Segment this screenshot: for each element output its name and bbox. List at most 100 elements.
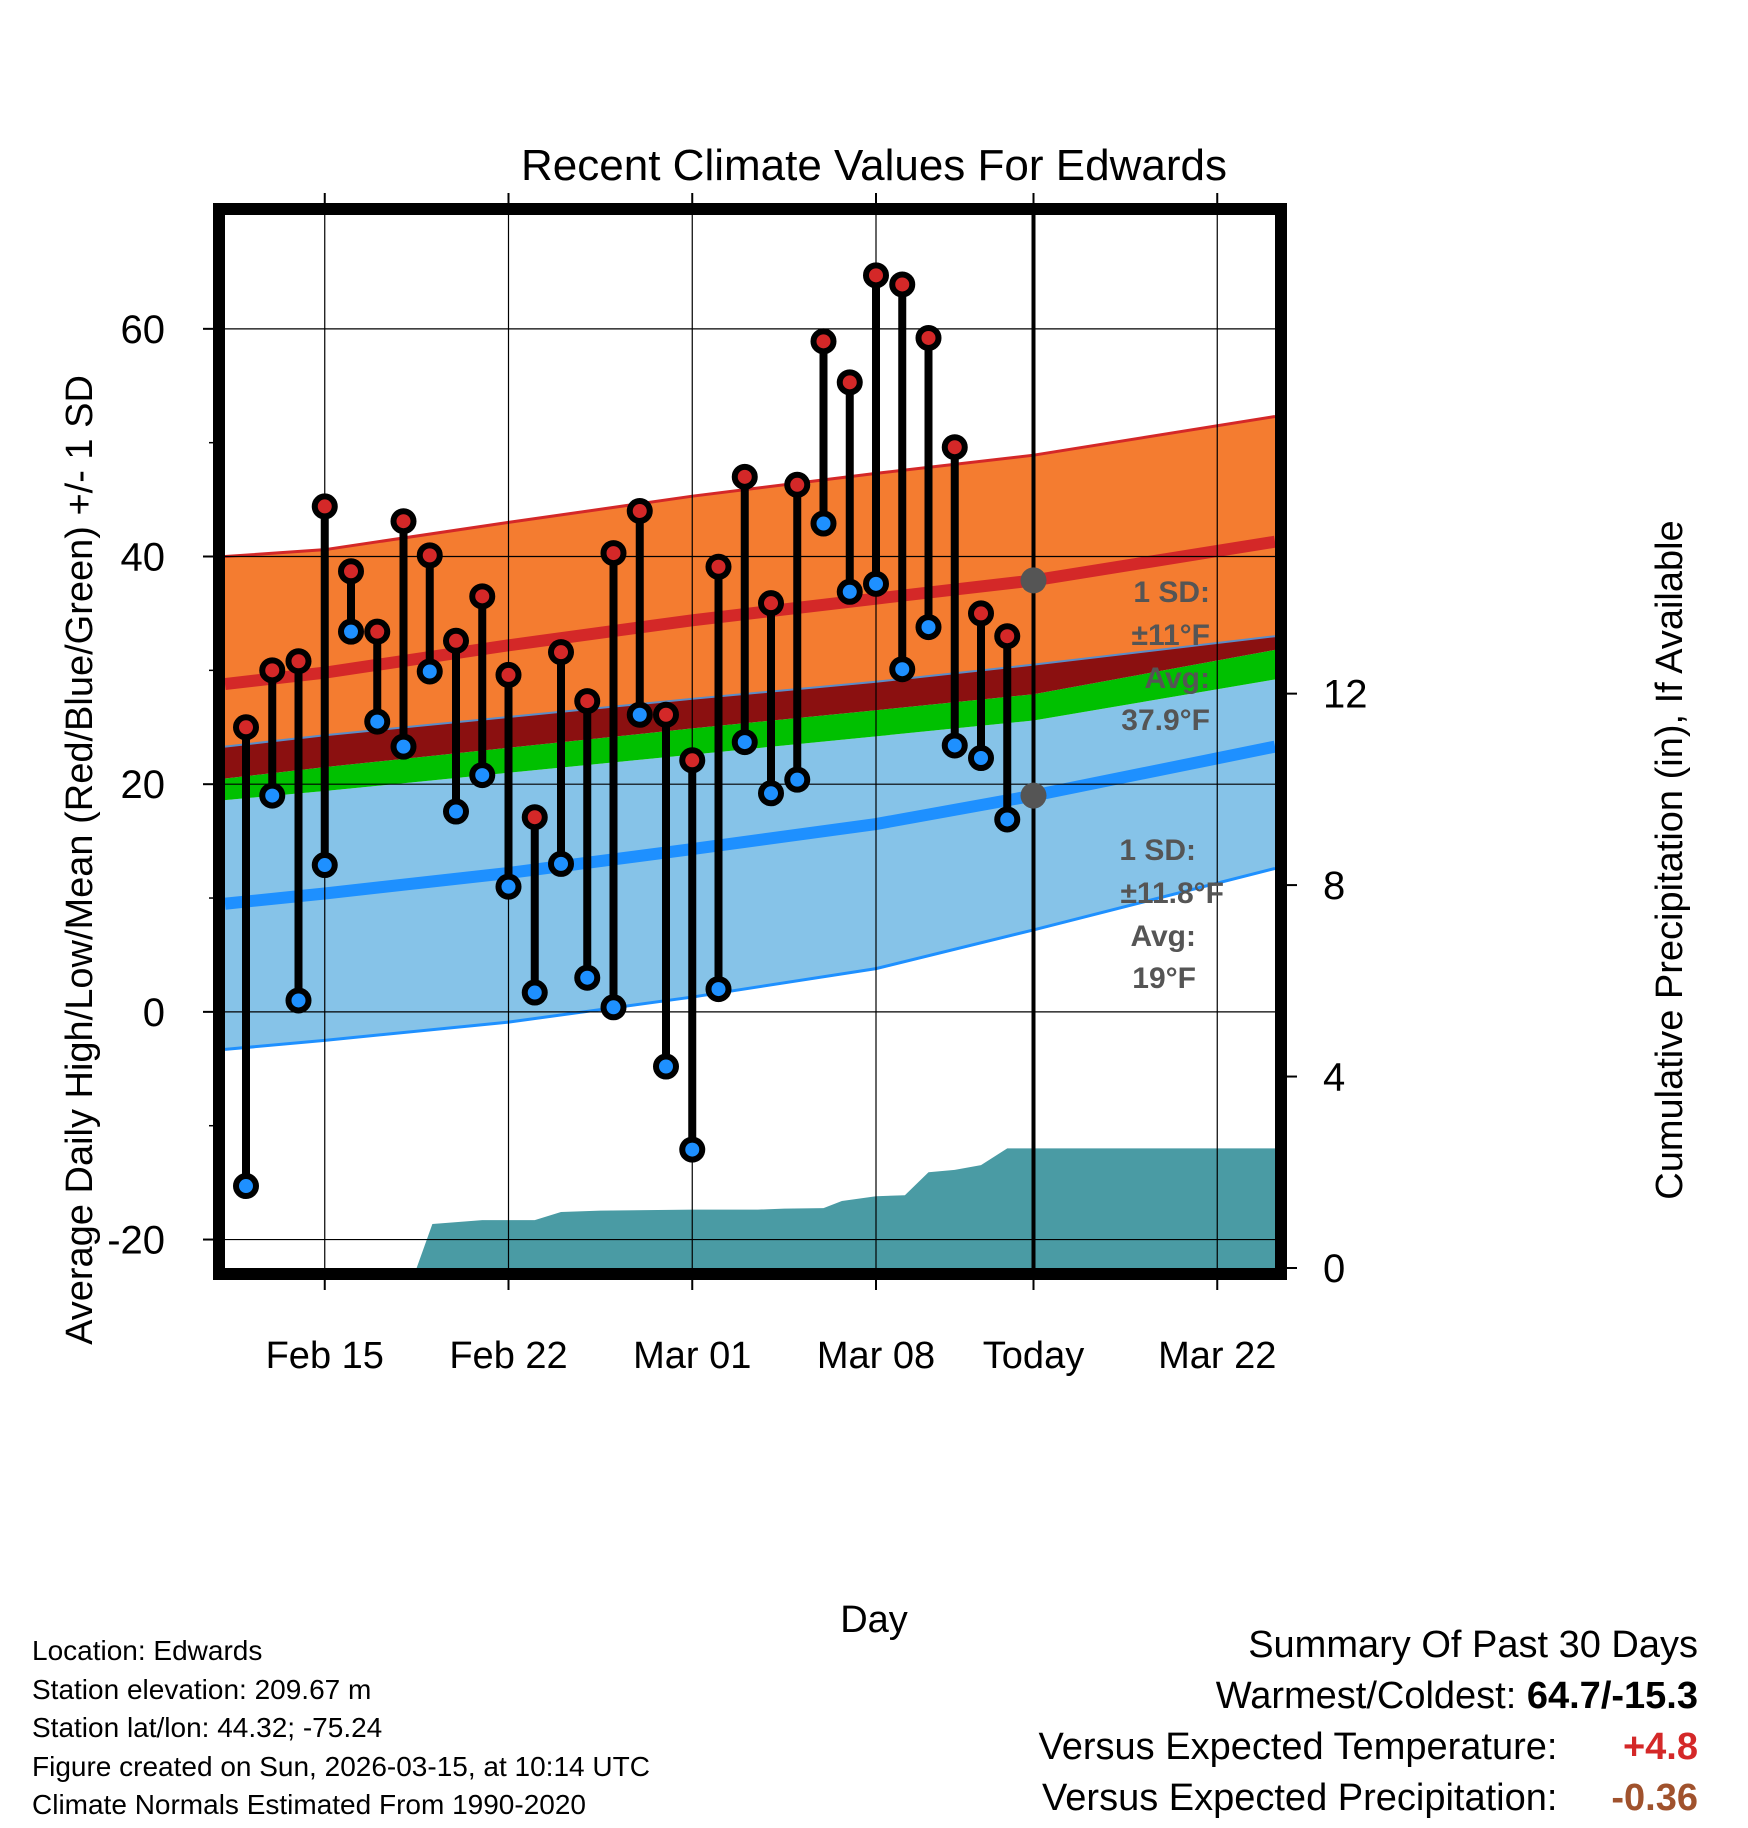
- daily-low-point: [705, 976, 732, 1003]
- low-avg-value: 19°F: [1132, 962, 1196, 995]
- daily-high-point: [259, 657, 286, 684]
- plot-area: 1 SD: ±11°F Avg: 37.9°F 1 SD: ±11.8°F Avg: 19°F…: [107, 193, 1368, 1470]
- daily-low-point: [390, 733, 417, 760]
- daily-low-point: [889, 656, 916, 683]
- daily-high-point: [731, 463, 758, 490]
- daily-low-point: [548, 850, 574, 877]
- x-tick-label: Feb 22: [449, 1335, 567, 1377]
- summary-precipitation: Versus Expected Precipitation: -0.36: [1039, 1773, 1698, 1824]
- summary-title: Summary Of Past 30 Days: [1248, 1624, 1698, 1666]
- daily-low-point: [495, 873, 522, 900]
- daily-low-point: [679, 1136, 706, 1163]
- daily-low-point: [758, 780, 784, 807]
- warmest-coldest-value: 64.7/-15.3: [1526, 1675, 1698, 1717]
- daily-low-point: [259, 782, 286, 809]
- plot-clip-group: 1 SD: ±11°F Avg: 37.9°F 1 SD: ±11.8°F Avg: 19°F…: [225, 215, 1291, 1470]
- location-name: Location: Edwards: [32, 1635, 263, 1666]
- station-elevation: Station elevation: 209.67 m: [32, 1673, 372, 1705]
- daily-low-point: [968, 745, 994, 772]
- y-tick-label-right: 0: [1323, 1247, 1345, 1291]
- daily-high-point: [968, 600, 994, 627]
- mean-band: [225, 649, 1275, 801]
- low-avg-label: Avg:: [1130, 920, 1196, 953]
- daily-high-point: [600, 540, 627, 567]
- daily-high-point: [233, 714, 259, 741]
- daily-high-point: [941, 434, 968, 461]
- daily-low-point: [863, 570, 889, 597]
- daily-low-point: [285, 987, 312, 1014]
- daily-high-point: [364, 618, 391, 645]
- x-tick-label: Today: [983, 1335, 1084, 1377]
- x-tick-label: Feb 15: [266, 1335, 384, 1377]
- high-avg-value: 37.9°F: [1121, 704, 1210, 737]
- daily-high-point: [915, 324, 942, 351]
- x-tick-label: Mar 22: [1158, 1335, 1276, 1377]
- y-tick-label-left: -20: [107, 1219, 165, 1263]
- daily-low-point: [338, 618, 364, 645]
- daily-high-point: [994, 623, 1021, 650]
- precipitation-value: -0.36: [1611, 1777, 1698, 1819]
- daily-high-point: [889, 271, 916, 298]
- daily-low-point: [416, 658, 443, 685]
- y-tick-label-left: 0: [143, 991, 165, 1035]
- daily-low-point: [364, 708, 391, 735]
- y-tick-label-left: 40: [121, 536, 166, 580]
- daily-high-point: [548, 639, 574, 666]
- mean-band-overlap: [225, 636, 1275, 779]
- high-sd-label: 1 SD:: [1133, 576, 1210, 609]
- daily-high-point: [469, 583, 496, 610]
- station-latlon: Station lat/lon: 44.32; -75.24: [32, 1712, 383, 1743]
- daily-low-point: [443, 798, 469, 825]
- chart-title: Recent Climate Values For Edwards: [521, 141, 1227, 190]
- x-tick-label: Mar 01: [633, 1335, 751, 1377]
- daily-low-point: [836, 578, 863, 605]
- daily-high-point: [338, 558, 364, 585]
- daily-low-point: [941, 732, 968, 759]
- daily-low-point: [233, 1173, 259, 1200]
- daily-high-point: [653, 701, 679, 728]
- daily-high-point: [758, 590, 784, 617]
- precipitation-area: [225, 1148, 1275, 1268]
- daily-high-point: [574, 688, 601, 715]
- location-info: Location: Edwards Station elevation: 209…: [32, 1632, 650, 1825]
- daily-high-point: [495, 661, 522, 688]
- daily-high-point: [705, 553, 732, 580]
- days-unit-label: Days: [1210, 1432, 1291, 1470]
- x-tick-label: Mar 08: [817, 1335, 935, 1377]
- today-high-average-marker: [1020, 567, 1047, 594]
- daily-high-point: [311, 493, 338, 520]
- daily-high-point: [784, 471, 811, 498]
- daily-low-point: [574, 964, 601, 991]
- low-sd-value: ±11.8°F: [1120, 877, 1224, 910]
- warmest-coldest-label: Warmest/Coldest:: [1215, 1675, 1517, 1717]
- summary-temperature: Versus Expected Temperature: +4.8: [1039, 1722, 1698, 1773]
- precipitation-label: Versus Expected Precipitation:: [1042, 1777, 1558, 1819]
- daily-low-point: [784, 766, 811, 793]
- daily-high-point: [521, 804, 548, 831]
- y-tick-label-right: 8: [1323, 864, 1345, 908]
- temperature-value: +4.8: [1622, 1726, 1698, 1768]
- daily-high-point: [836, 369, 863, 396]
- daily-high-point: [863, 262, 889, 289]
- daily-high-point: [443, 627, 469, 654]
- daily-high-point: [679, 747, 706, 774]
- daily-low-point: [311, 852, 338, 879]
- low-sd-label: 1 SD:: [1119, 834, 1196, 867]
- today-low-average-marker: [1020, 782, 1047, 809]
- daily-low-point: [521, 979, 548, 1006]
- days-count-label: 30: [1210, 1390, 1248, 1428]
- high-sd-value: ±11°F: [1131, 619, 1210, 652]
- y-tick-label-left: 20: [121, 763, 166, 807]
- figure-created: Figure created on Sun, 2026-03-15, at 10…: [32, 1750, 650, 1782]
- y-tick-label-left: 60: [121, 308, 166, 352]
- plot-frame: [213, 203, 1287, 1280]
- daily-high-point: [285, 648, 312, 675]
- daily-low-point: [994, 806, 1021, 833]
- daily-high-point: [390, 508, 417, 535]
- climate-normals-note: Climate Normals Estimated From 1990-2020: [32, 1789, 586, 1820]
- daily-low-point: [915, 614, 942, 641]
- daily-low-point: [600, 994, 627, 1021]
- daily-low-point: [469, 762, 496, 789]
- daily-low-point: [653, 1053, 679, 1080]
